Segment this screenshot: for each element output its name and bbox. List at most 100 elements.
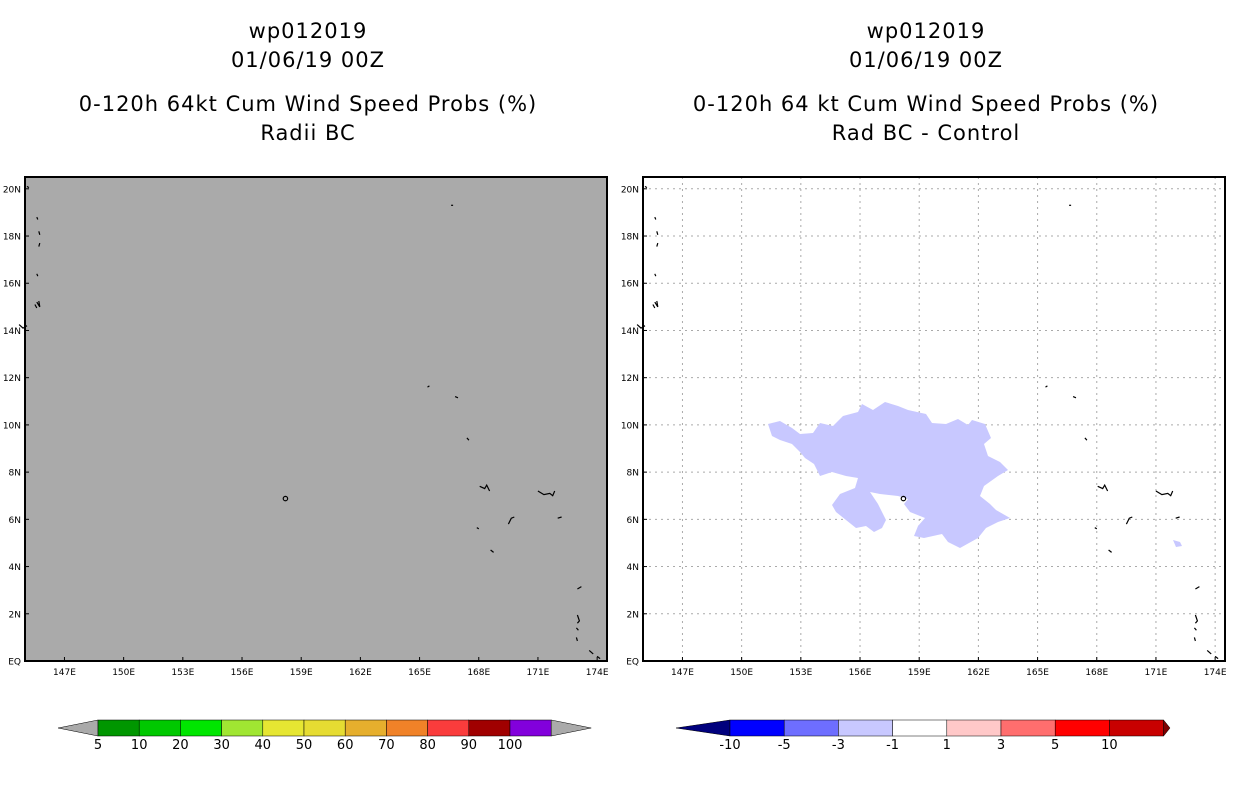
island-outline (537, 490, 556, 497)
lat-tick-label: 12N (3, 374, 21, 384)
lon-tick-label: 174E (586, 668, 609, 678)
island-outline (282, 495, 289, 502)
lon-tick-label: 147E (53, 668, 76, 678)
island-outline (1097, 483, 1109, 492)
right-storm-id: wp012019 (866, 19, 986, 43)
colorbar-label: 1 (943, 738, 951, 753)
right-product-title: 0-120h 64 kt Cum Wind Speed Probs (%) (692, 92, 1160, 116)
colorbar-label: 80 (419, 738, 436, 753)
left-storm-id: wp012019 (248, 19, 368, 43)
island-outline (1214, 655, 1219, 660)
lon-tick-label: 156E (849, 668, 872, 678)
lon-tick-label: 162E (967, 668, 990, 678)
lat-tick-label: 8N (9, 469, 21, 479)
island-outline (1175, 516, 1180, 519)
left-panel-title: wp012019 01/06/19 00Z 0-120h 64kt Cum Wi… (8, 17, 608, 148)
lat-tick-label: 14N (621, 327, 639, 337)
colorbar-label: -10 (719, 738, 740, 753)
lat-tick-label: 6N (627, 516, 639, 526)
lon-tick-label: 168E (467, 668, 490, 678)
island-outline (654, 216, 657, 220)
island-outline (656, 231, 659, 235)
island-outline (1045, 385, 1048, 388)
colorbar-label: 100 (498, 738, 523, 753)
right-product-subtitle: Rad BC - Control (831, 121, 1021, 145)
island-outline (652, 304, 656, 309)
lon-tick-label: 150E (730, 668, 753, 678)
colorbar-label: 50 (296, 738, 313, 753)
island-outline (576, 614, 581, 624)
lon-tick-label: 165E (408, 668, 431, 678)
lon-tick-label: 162E (349, 668, 372, 678)
lat-tick-label: EQ (8, 658, 21, 668)
colorbar-high-arrow (550, 719, 592, 737)
island-outline (507, 516, 515, 525)
colorbar-high-arrow (1163, 719, 1171, 737)
island-outline (596, 655, 601, 660)
lon-tick-label: 147E (671, 668, 694, 678)
island-outline (1206, 649, 1212, 655)
island-outline (577, 586, 582, 590)
colorbar-label: 60 (337, 738, 354, 753)
lat-tick-label: 18N (3, 233, 21, 243)
colorbar-swatch (783, 719, 839, 737)
colorbar-swatch (838, 719, 893, 737)
island-outline (490, 549, 494, 553)
island-outline (1084, 437, 1088, 441)
lon-tick-label: 159E (908, 668, 931, 678)
island-outline (36, 216, 39, 220)
lon-tick-label: 165E (1026, 668, 1049, 678)
lat-tick-label: 8N (627, 469, 639, 479)
lat-tick-label: 12N (621, 374, 639, 384)
lat-tick-label: 2N (9, 610, 21, 620)
lat-tick-label: 10N (621, 421, 639, 431)
lat-tick-label: 20N (3, 185, 21, 195)
lat-tick-label: 16N (621, 280, 639, 290)
colorbar-label: 20 (172, 738, 189, 753)
island-outline (575, 627, 579, 631)
lon-tick-label: 159E (290, 668, 313, 678)
lon-tick-label: 153E (171, 668, 194, 678)
island-outline (36, 300, 41, 308)
lat-tick-label: 14N (3, 327, 21, 337)
island-outline (557, 516, 562, 519)
colorbar-label: 70 (378, 738, 395, 753)
left-island-outlines (18, 185, 601, 660)
island-outline (900, 495, 907, 502)
island-outline (1108, 549, 1112, 553)
left-product-subtitle: Radii BC (260, 121, 356, 145)
colorbar-label: 10 (131, 738, 148, 753)
lon-tick-label: 171E (527, 668, 550, 678)
lon-tick-label: 171E (1145, 668, 1168, 678)
anomaly-fill-region (768, 402, 1182, 548)
right-map-background (643, 177, 1225, 661)
island-outline (1094, 527, 1098, 530)
left-map-frame (24, 176, 608, 662)
lon-tick-label: 174E (1204, 668, 1227, 678)
left-colorbar: 5 10 20 30 40 50 60 70 80 90 100 (57, 719, 592, 753)
island-outline (427, 385, 430, 388)
island-outline (1193, 627, 1197, 631)
left-datetime: 01/06/19 00Z (230, 48, 386, 72)
colorbar-label: -3 (832, 738, 845, 753)
right-island-outlines (636, 185, 1219, 660)
lon-tick-label: 156E (231, 668, 254, 678)
island-outline (1125, 516, 1133, 525)
colorbar-label: 90 (461, 738, 478, 753)
island-outline (654, 273, 657, 277)
colorbar-label: 40 (255, 738, 272, 753)
lat-tick-label: 16N (3, 280, 21, 290)
island-outline (1072, 396, 1077, 399)
lat-tick-label: 4N (9, 563, 21, 573)
island-outline (1155, 490, 1174, 497)
right-difference-map: 20N 18N 16N 14N 12N 10N 8N 6N 4N 2N EQ 147E 150E 153E… (621, 176, 1227, 678)
colorbar-label: 5 (1051, 738, 1059, 753)
lat-tick-label: 20N (621, 185, 639, 195)
colorbar-swatch (1109, 719, 1164, 737)
lon-tick-label: 168E (1085, 668, 1108, 678)
lat-tick-label: 18N (621, 233, 639, 243)
island-outline (38, 242, 41, 247)
left-axis-ticks: 20N 18N 16N 14N 12N 10N 8N 6N 4N 2N EQ 147E 150E 153E… (3, 185, 609, 678)
island-outline (1195, 586, 1200, 590)
colorbar-swatch (892, 719, 948, 737)
